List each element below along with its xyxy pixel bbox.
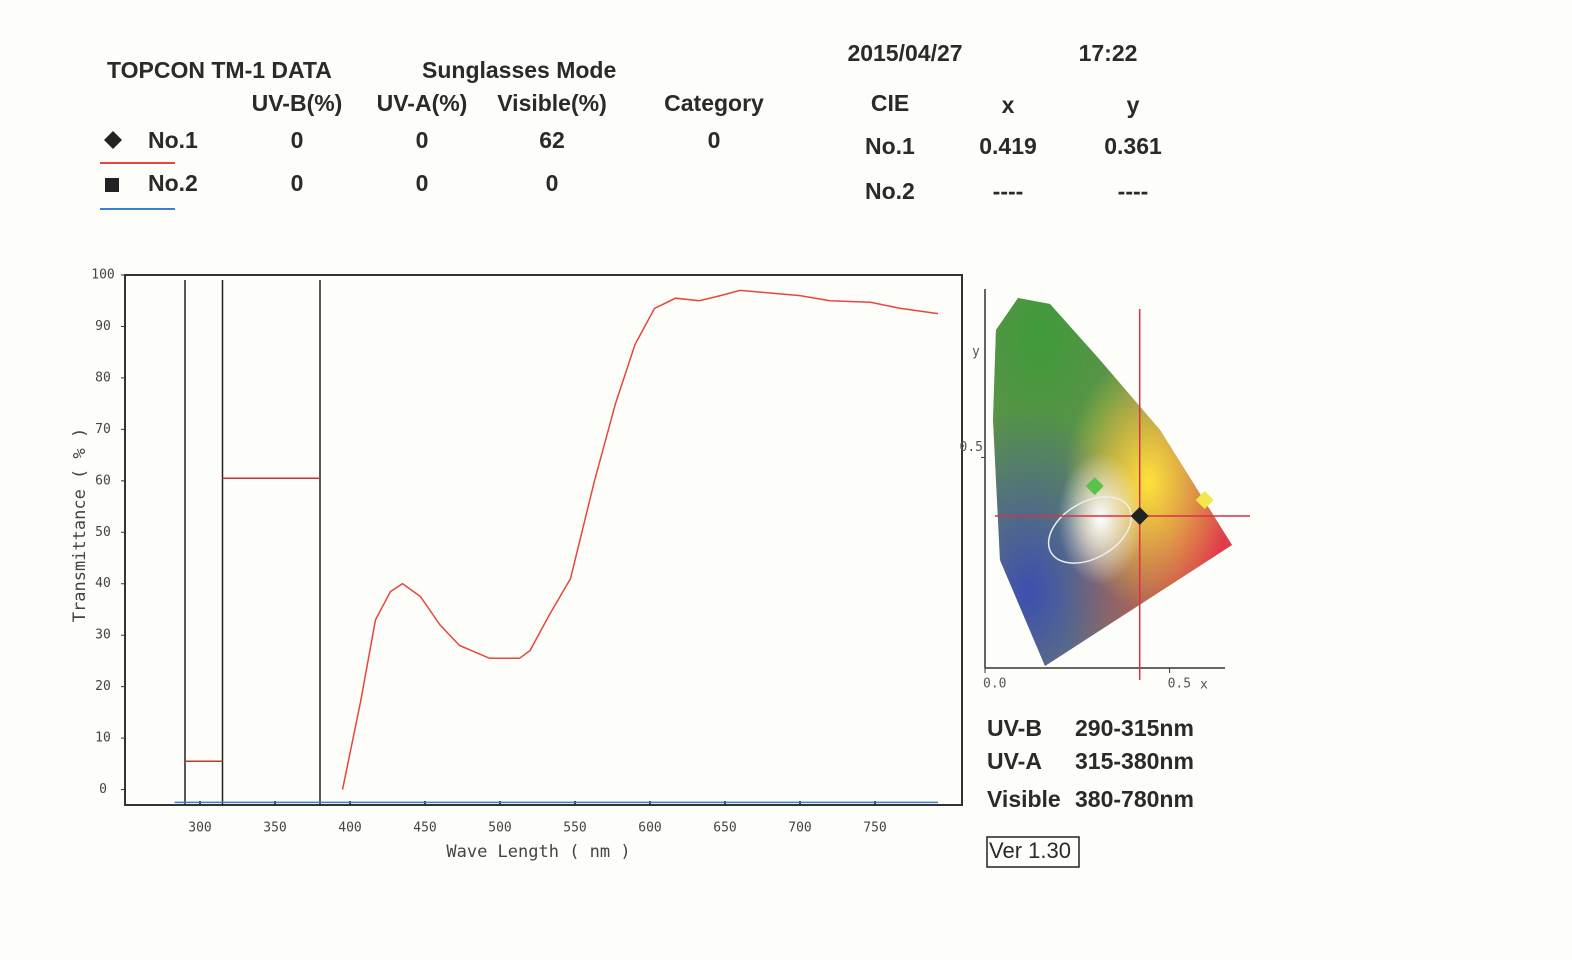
y-axis-label: Transmittance ( % ) (70, 428, 90, 622)
range-value: 290-315nm (1075, 715, 1194, 741)
square-symbol (105, 178, 119, 192)
plot-frame (124, 274, 963, 806)
column-header: UV-A(%) (377, 90, 468, 116)
cie-row-label: No.1 (865, 133, 915, 159)
cie-row-label: No.2 (865, 178, 915, 204)
row-label: No.1 (148, 127, 198, 153)
y-tick-label: 50 (95, 525, 111, 540)
cell: 62 (539, 127, 565, 153)
range-value: 380-780nm (1075, 786, 1194, 812)
y-tick-label: 30 (95, 628, 111, 643)
y-tick-label: 100 (91, 268, 114, 283)
column-header: Visible(%) (497, 90, 607, 116)
x-axis-label: Wave Length ( nm ) (446, 842, 630, 862)
column-header: Category (664, 90, 764, 116)
cell: 0 (291, 127, 304, 153)
cie-column: y (1127, 92, 1140, 118)
series-line (341, 289, 939, 790)
y-tick-label: 40 (95, 576, 111, 591)
y-tick-label: 80 (95, 370, 111, 385)
x-tick-label: 650 (713, 821, 736, 836)
y-tick-label: 60 (95, 473, 111, 488)
x-tick-label: 0.0 (983, 677, 1006, 692)
range-name: Visible (987, 786, 1061, 812)
cell: 0 (546, 170, 559, 196)
x-tick-label: 550 (563, 821, 586, 836)
x-tick-label: 700 (788, 821, 811, 836)
cie-cell: ---- (1118, 178, 1149, 204)
version: Ver 1.30 (989, 838, 1071, 863)
cell: 0 (291, 170, 304, 196)
x-tick-label: 0.5 (1168, 677, 1191, 692)
cell: 0 (708, 127, 721, 153)
diamond-symbol (104, 131, 122, 149)
range-value: 315-380nm (1075, 748, 1194, 774)
y-tick-label: 0 (99, 782, 107, 797)
cie-cell: 0.419 (979, 133, 1037, 159)
version-box (986, 836, 1080, 868)
y-tick-label: 20 (95, 679, 111, 694)
cie-column: x (1002, 92, 1015, 118)
cell: 0 (416, 127, 429, 153)
x-tick-label: 300 (188, 821, 211, 836)
x-tick-label: 500 (488, 821, 511, 836)
y-axis-label: y (972, 345, 980, 360)
y-tick-label: 0.5 (960, 440, 983, 455)
cie-title: CIE (871, 90, 909, 116)
point (1195, 490, 1214, 509)
x-tick-label: 600 (638, 821, 661, 836)
cie-cell: 0.361 (1104, 133, 1162, 159)
chromaticity-diagram (993, 298, 1232, 666)
mode: Sunglasses Mode (422, 57, 616, 83)
point (1085, 477, 1104, 496)
column-header: UV-B(%) (252, 90, 343, 116)
x-tick-label: 450 (413, 821, 436, 836)
x-tick-label: 350 (263, 821, 286, 836)
x-axis-label: x (1200, 678, 1208, 693)
range-name: UV-B (987, 715, 1042, 741)
time: 17:22 (1079, 40, 1138, 66)
y-tick-label: 90 (95, 319, 111, 334)
range-name: UV-A (987, 748, 1042, 774)
x-tick-label: 750 (863, 821, 886, 836)
row-label: No.2 (148, 170, 198, 196)
title: TOPCON TM-1 DATA (107, 57, 332, 83)
date: 2015/04/27 (847, 40, 962, 66)
y-tick-label: 70 (95, 422, 111, 437)
cell: 0 (416, 170, 429, 196)
y-tick-label: 10 (95, 731, 111, 746)
point (1130, 506, 1149, 525)
cie-cell: ---- (993, 178, 1024, 204)
x-tick-label: 400 (338, 821, 361, 836)
